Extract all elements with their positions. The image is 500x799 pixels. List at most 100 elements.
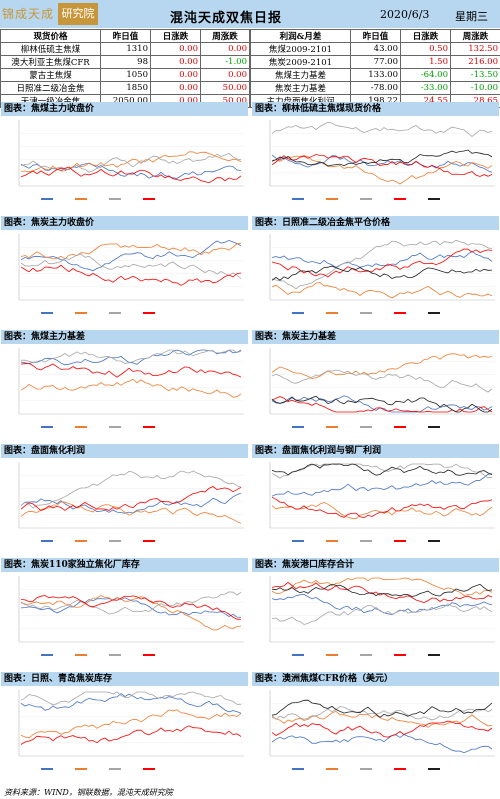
chart-title: 图表：日照准二级冶金焦平仓价格 — [252, 216, 499, 230]
chart-panel: 图表：日照准二级冶金焦平仓价格 — [252, 216, 499, 322]
legend-swatch — [326, 426, 338, 428]
series-line — [271, 501, 493, 520]
report-header: 锦成天成 研究院 混沌天成双焦日报 2020/6/3 星期三 — [0, 0, 500, 28]
series-line — [271, 282, 493, 299]
legend-swatch — [292, 198, 304, 200]
legend-swatch — [109, 198, 121, 200]
table-row: 焦炭2009-2101 77.00 1.50 216.00 — [250, 55, 500, 69]
column-header: 利润&月差 — [250, 29, 351, 43]
legend-swatch — [143, 768, 155, 770]
chart-lines — [269, 462, 495, 542]
column-header: 周涨跌 — [450, 29, 500, 43]
chart-panel: 图表：焦炭主力收盘价 — [1, 216, 248, 322]
row-name: 焦炭2009-2101 — [250, 55, 351, 69]
legend-swatch — [41, 768, 53, 770]
chart-panel: 图表：焦煤主力基差 — [1, 330, 248, 436]
series-line — [271, 250, 493, 268]
row-week-change: 0.00 — [200, 42, 250, 56]
column-header: 昨日值 — [350, 29, 401, 43]
series-line — [20, 153, 242, 173]
series-line — [20, 595, 242, 620]
chart-panel: 图表：柳林低硫主焦煤现货价格 — [252, 102, 499, 208]
series-line — [271, 353, 493, 380]
series-line — [271, 154, 493, 173]
company-logo: 锦成天成 研究院 — [2, 3, 98, 25]
row-day-change: -33.00 — [400, 81, 451, 95]
row-value: 1310 — [100, 42, 151, 56]
chart-plot-area — [252, 116, 499, 208]
chart-panel: 图表：盘面焦化利润 — [1, 444, 248, 550]
chart-lines — [18, 462, 244, 542]
series-line — [271, 239, 493, 290]
legend-swatch — [326, 540, 338, 542]
chart-plot-area — [252, 344, 499, 436]
report-date: 2020/6/3 — [380, 8, 430, 21]
legend-swatch — [428, 312, 440, 314]
legend-swatch — [75, 768, 87, 770]
row-day-change: 0.00 — [150, 81, 201, 95]
series-line — [20, 253, 242, 279]
series-line — [20, 709, 242, 739]
chart-plot-area — [1, 686, 248, 778]
logo-badge: 研究院 — [58, 3, 98, 25]
legend-swatch — [143, 654, 155, 656]
series-line — [271, 149, 493, 167]
chart-title: 图表：澳洲焦煤CFR价格（美元） — [252, 672, 499, 686]
legend-swatch — [326, 654, 338, 656]
chart-plot-area — [1, 230, 248, 322]
legend-swatch — [394, 654, 406, 656]
report-title: 混沌天成双焦日报 — [170, 11, 283, 26]
row-day-change: 0.50 — [400, 42, 451, 56]
table-row: 焦煤主力基差 133.00 -64.00 -13.50 — [250, 68, 500, 82]
chart-panel: 图表：日照、青岛焦炭库存 — [1, 672, 248, 778]
series-line — [271, 248, 493, 278]
series-line — [271, 396, 493, 413]
chart-lines — [18, 576, 244, 656]
legend-swatch — [109, 654, 121, 656]
row-day-change: 0.00 — [150, 55, 201, 69]
series-line — [271, 711, 493, 728]
series-line — [20, 470, 242, 509]
series-line — [20, 693, 242, 714]
legend-swatch — [394, 312, 406, 314]
source-footer: 资料来源：WIND，钢联数据，混沌天成研究院 — [4, 788, 173, 797]
profit-spread-table: 利润&月差 昨日值 日涨跌 周涨跌 焦煤2009-2101 43.00 0.50 13… — [250, 29, 500, 108]
legend-swatch — [41, 198, 53, 200]
series-line — [271, 706, 493, 721]
series-line — [20, 362, 242, 378]
series-line — [20, 501, 242, 524]
row-week-change: 216.00 — [450, 55, 500, 69]
row-name: 澳大利亚主焦煤CFR — [0, 55, 101, 69]
column-header: 日涨跌 — [150, 29, 201, 43]
chart-panel: 图表：焦炭主力基差 — [252, 330, 499, 436]
chart-plot-area — [1, 116, 248, 208]
series-line — [271, 720, 493, 738]
series-line — [20, 595, 242, 631]
series-line — [271, 581, 493, 604]
legend-swatch — [75, 654, 87, 656]
chart-panel: 图表：澳洲焦煤CFR价格（美元） — [252, 672, 499, 778]
series-line — [20, 486, 242, 512]
series-line — [20, 492, 242, 514]
legend-swatch — [428, 768, 440, 770]
series-line — [271, 577, 493, 597]
legend-swatch — [394, 426, 406, 428]
table-header-row: 现货价格 昨日值 日涨跌 周涨跌 — [0, 29, 250, 43]
chart-lines — [269, 690, 495, 770]
chart-lines — [269, 120, 495, 200]
legend-swatch — [75, 426, 87, 428]
legend-swatch — [428, 198, 440, 200]
legend-swatch — [292, 312, 304, 314]
column-header: 现货价格 — [0, 29, 101, 43]
series-line — [20, 239, 242, 272]
legend-swatch — [394, 540, 406, 542]
legend-swatch — [75, 540, 87, 542]
series-line — [20, 166, 242, 184]
series-line — [271, 496, 493, 519]
series-line — [20, 349, 242, 366]
series-line — [20, 264, 242, 286]
chart-lines — [18, 234, 244, 314]
series-line — [271, 734, 493, 754]
series-line — [20, 242, 242, 260]
legend-swatch — [360, 198, 372, 200]
